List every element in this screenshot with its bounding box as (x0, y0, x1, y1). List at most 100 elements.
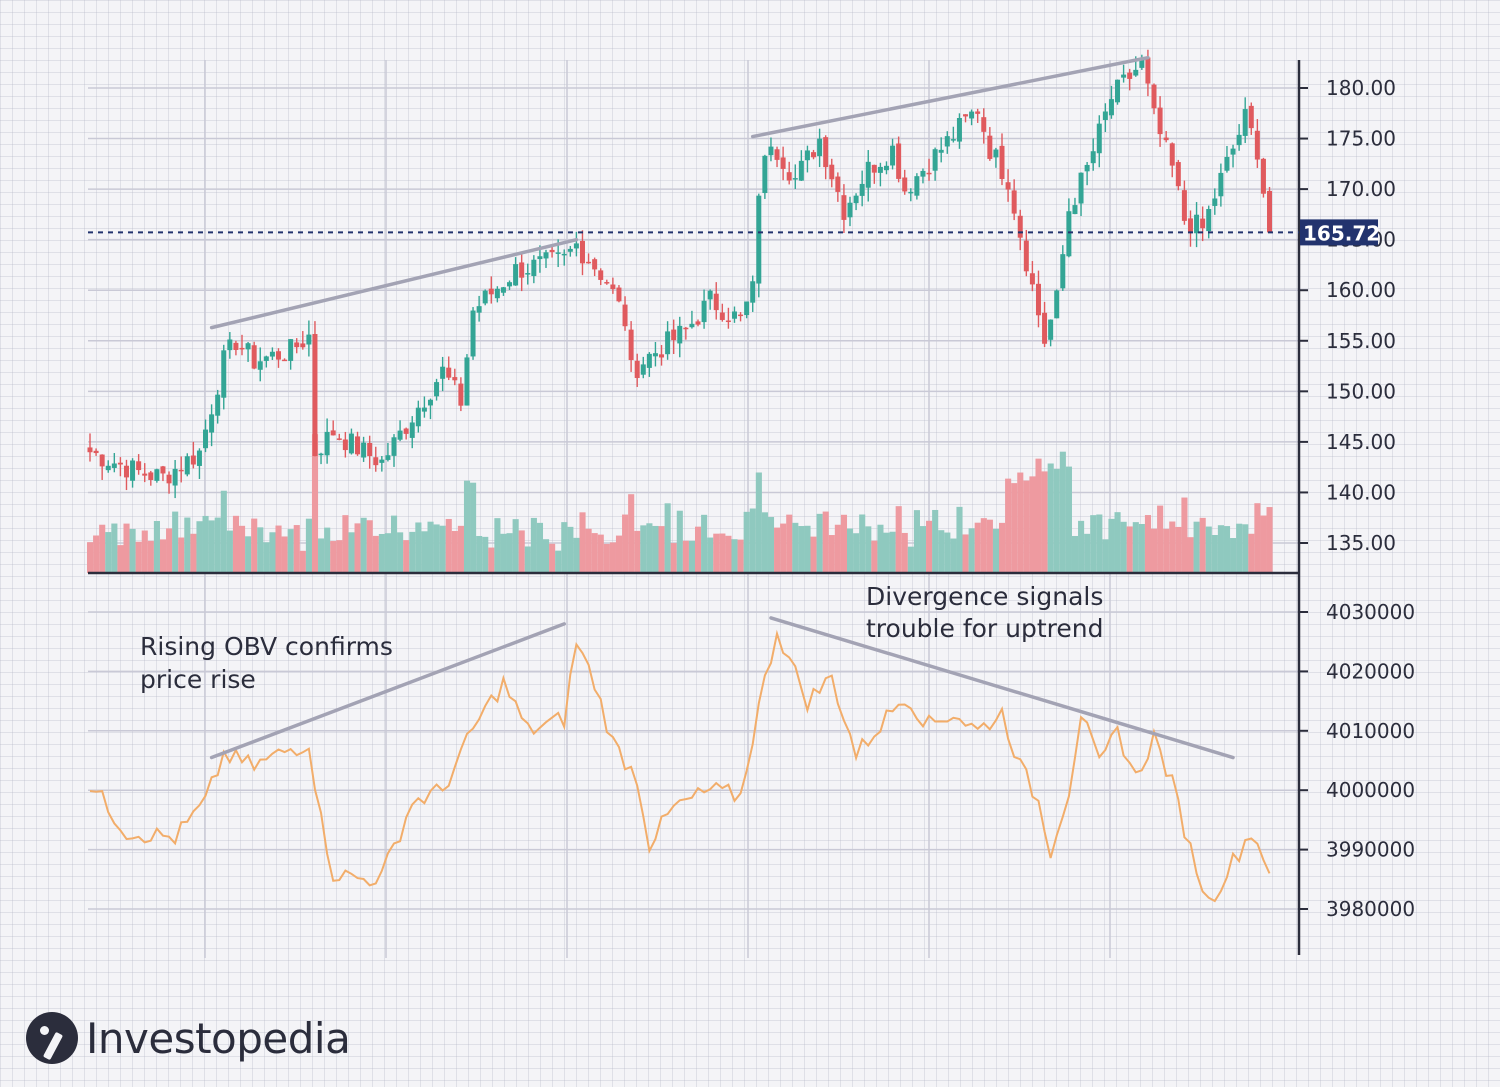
volume-bar (640, 525, 647, 573)
candle-body (1267, 190, 1273, 233)
candle-body (1163, 137, 1169, 141)
candle-body (871, 164, 877, 173)
candle-body (148, 472, 154, 480)
volume-bar (494, 518, 501, 573)
candle-body (458, 383, 464, 406)
volume-bar (421, 531, 428, 573)
volume-bar (713, 533, 720, 573)
candle-body (1230, 148, 1236, 155)
volume-bar (907, 546, 914, 573)
volume-bar (695, 526, 702, 573)
volume-bar (166, 528, 173, 573)
volume-bar (956, 506, 963, 573)
candle-body (950, 139, 956, 141)
volume-bar (1181, 497, 1188, 573)
candle-body (634, 360, 640, 379)
candle-body (403, 428, 409, 434)
candle-body (1060, 254, 1066, 289)
candle-body (1212, 198, 1218, 206)
candle-body (701, 300, 707, 323)
volume-bar (530, 517, 537, 573)
candle-body (172, 468, 178, 486)
volume-bar (220, 490, 227, 573)
candle-body (993, 149, 999, 158)
volume-bar (755, 472, 762, 573)
volume-bar (403, 540, 410, 573)
volume-bar (871, 540, 878, 573)
horizontal-grid (88, 87, 1299, 910)
candle-body (1115, 79, 1121, 103)
candle-body (373, 457, 379, 466)
price-trendline (209, 237, 579, 330)
candle-body (306, 334, 312, 345)
volume-bar (1254, 503, 1261, 573)
volume-bar (129, 528, 136, 573)
candle-body (452, 377, 458, 381)
volume-bar (628, 494, 635, 573)
candle-body (1248, 105, 1254, 129)
volume-bar (330, 541, 337, 573)
volume-bar (767, 517, 775, 573)
volume-bar (457, 525, 464, 573)
candle-body (610, 284, 616, 290)
candle-body (275, 351, 281, 360)
volume-bar (324, 527, 331, 573)
volume-bar (688, 540, 696, 573)
volume-bar (1187, 537, 1194, 573)
volume-bar (281, 536, 288, 573)
candle-body (865, 161, 871, 188)
candle-body (282, 359, 288, 362)
volume-bar (1217, 525, 1224, 573)
volume-bar (986, 519, 993, 573)
candle-body (434, 382, 440, 397)
candle-body (774, 149, 780, 160)
candle-body (300, 343, 306, 348)
candle-body (938, 149, 944, 153)
candle-body (981, 117, 987, 132)
candle-body (464, 357, 470, 406)
price-trendline (750, 55, 1150, 139)
volume-bar (360, 517, 367, 573)
volume-bar (901, 532, 908, 573)
volume-bar (1199, 517, 1206, 573)
candle-body (409, 422, 415, 438)
price-tick-label: 160.00 (1326, 278, 1396, 302)
candle-body (251, 345, 257, 369)
candle-body (93, 450, 99, 454)
volume-bar (208, 520, 215, 573)
volume-bar (123, 523, 130, 573)
candle-body (604, 282, 610, 284)
candle-body (1157, 107, 1163, 135)
candle-body (616, 287, 622, 302)
volume-bar (938, 530, 945, 573)
candle-body (348, 433, 354, 454)
volume-bar (725, 535, 732, 573)
candle-body (707, 290, 713, 300)
candle-body (166, 474, 172, 484)
candle-body (427, 399, 433, 406)
volume-bar (318, 538, 325, 573)
candle-body (1175, 162, 1181, 187)
candle-body (537, 256, 543, 260)
candle-body (525, 273, 531, 275)
volume-bar (1266, 507, 1273, 573)
candle-body (543, 252, 549, 259)
volume-bar (731, 539, 738, 573)
volume-bar (646, 523, 653, 573)
candle-body (744, 301, 750, 316)
candle-body (269, 351, 275, 357)
candle-body (142, 473, 148, 476)
volume-bar (153, 520, 160, 573)
axes (88, 60, 1301, 955)
candle-body (598, 270, 604, 280)
volume-bar (676, 510, 683, 573)
volume-bar (1065, 466, 1072, 573)
volume-bar (384, 533, 392, 573)
candle-body (513, 264, 519, 286)
candle-body (190, 455, 196, 465)
candle-body (342, 439, 348, 451)
volume-bar (202, 515, 209, 573)
volume-bar (774, 527, 781, 573)
candle-body (117, 462, 123, 465)
volume-bar (737, 539, 744, 573)
